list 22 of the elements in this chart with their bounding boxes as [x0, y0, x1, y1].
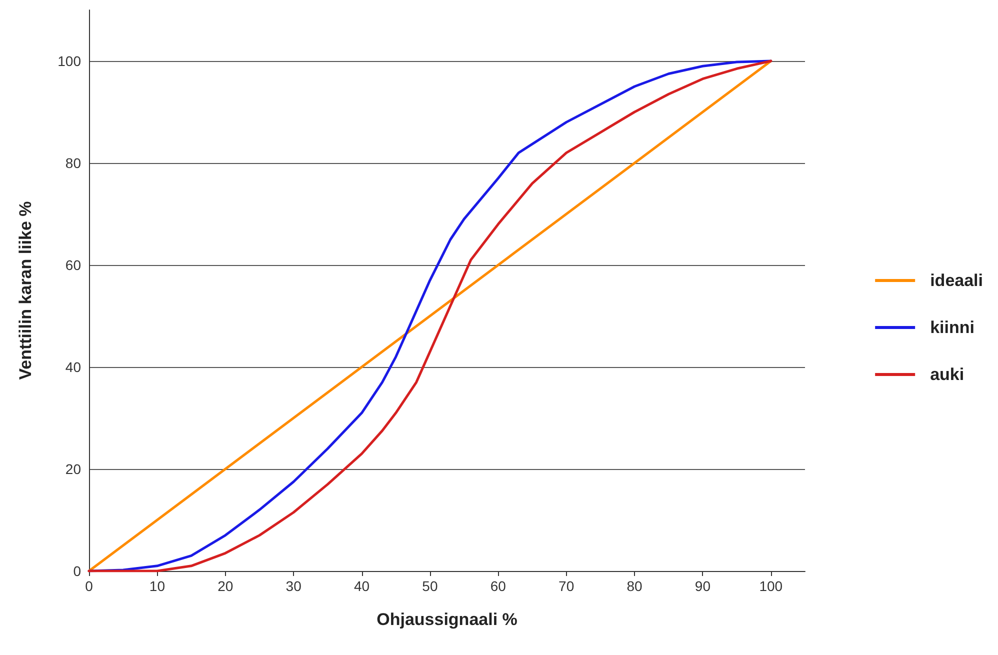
x-tick-label: 90	[694, 578, 711, 594]
legend-label: kiinni	[930, 318, 974, 337]
x-tick-label: 60	[490, 578, 506, 594]
legend-label: ideaali	[930, 271, 984, 290]
x-tick-label: 10	[149, 578, 166, 594]
y-axis-title: Venttiilin karan liike %	[16, 201, 35, 380]
x-tick-label: 0	[85, 578, 94, 594]
y-tick-label: 80	[65, 155, 82, 171]
y-tick-label: 60	[65, 257, 82, 273]
x-tick-label: 40	[354, 578, 370, 594]
x-tick-label: 100	[759, 578, 783, 594]
x-tick-label: 50	[422, 578, 438, 594]
y-tick-label: 0	[73, 563, 82, 579]
y-tick-label: 40	[65, 359, 82, 375]
x-axis-title: Ohjaussignaali %	[376, 610, 518, 629]
x-tick-label: 80	[626, 578, 643, 594]
legend-label: auki	[930, 365, 964, 384]
x-tick-label: 70	[558, 578, 574, 594]
y-tick-label: 100	[58, 53, 82, 69]
x-tick-label: 30	[286, 578, 302, 594]
x-tick-label: 20	[218, 578, 234, 594]
y-tick-label: 20	[65, 461, 82, 477]
